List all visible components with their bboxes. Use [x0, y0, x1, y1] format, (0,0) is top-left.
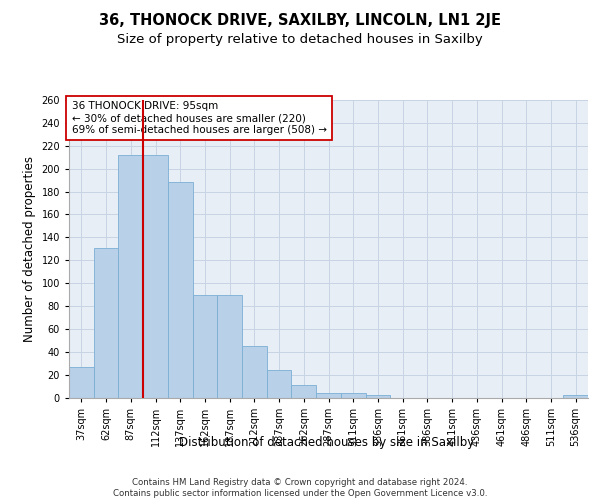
Bar	[341, 393, 365, 398]
Text: Contains HM Land Registry data © Crown copyright and database right 2024.
Contai: Contains HM Land Registry data © Crown c…	[113, 478, 487, 498]
Bar	[242, 346, 267, 398]
Text: Distribution of detached houses by size in Saxilby: Distribution of detached houses by size …	[179, 436, 475, 449]
Text: 36 THONOCK DRIVE: 95sqm
← 30% of detached houses are smaller (220)
69% of semi-d: 36 THONOCK DRIVE: 95sqm ← 30% of detache…	[71, 102, 326, 134]
Bar	[267, 370, 292, 398]
Bar	[292, 385, 316, 398]
Text: 36, THONOCK DRIVE, SAXILBY, LINCOLN, LN1 2JE: 36, THONOCK DRIVE, SAXILBY, LINCOLN, LN1…	[99, 12, 501, 28]
Bar	[94, 248, 118, 398]
Bar	[168, 182, 193, 398]
Bar	[193, 294, 217, 398]
Bar	[217, 294, 242, 398]
Y-axis label: Number of detached properties: Number of detached properties	[23, 156, 36, 342]
Text: Size of property relative to detached houses in Saxilby: Size of property relative to detached ho…	[117, 32, 483, 46]
Bar	[316, 393, 341, 398]
Bar	[118, 155, 143, 398]
Bar	[365, 395, 390, 398]
Bar	[143, 155, 168, 398]
Bar	[563, 395, 588, 398]
Bar	[69, 366, 94, 398]
